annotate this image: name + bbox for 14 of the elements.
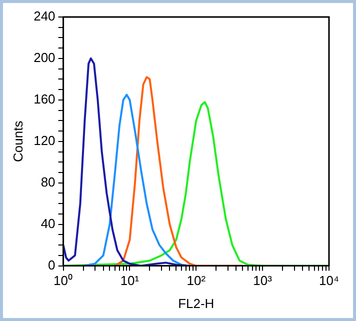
x-tick-label: 10⁴ <box>318 273 340 288</box>
x-tick-label: 10² <box>186 273 206 288</box>
x-axis-title: FL2-H <box>178 296 214 311</box>
y-tick-label: 160 <box>34 92 56 107</box>
x-tick-label: 10⁰ <box>54 273 74 288</box>
y-tick-label: 40 <box>40 216 56 231</box>
x-tick-label: 10³ <box>253 273 273 288</box>
y-tick-label: 200 <box>34 50 56 66</box>
y-axis-title: Counts <box>10 120 26 162</box>
y-tick-label: 0 <box>48 257 56 272</box>
y-tick-label: 240 <box>34 8 56 24</box>
y-tick-label: 120 <box>34 132 56 148</box>
y-tick-label: 80 <box>40 174 56 190</box>
x-tick-label: 10¹ <box>120 273 140 288</box>
